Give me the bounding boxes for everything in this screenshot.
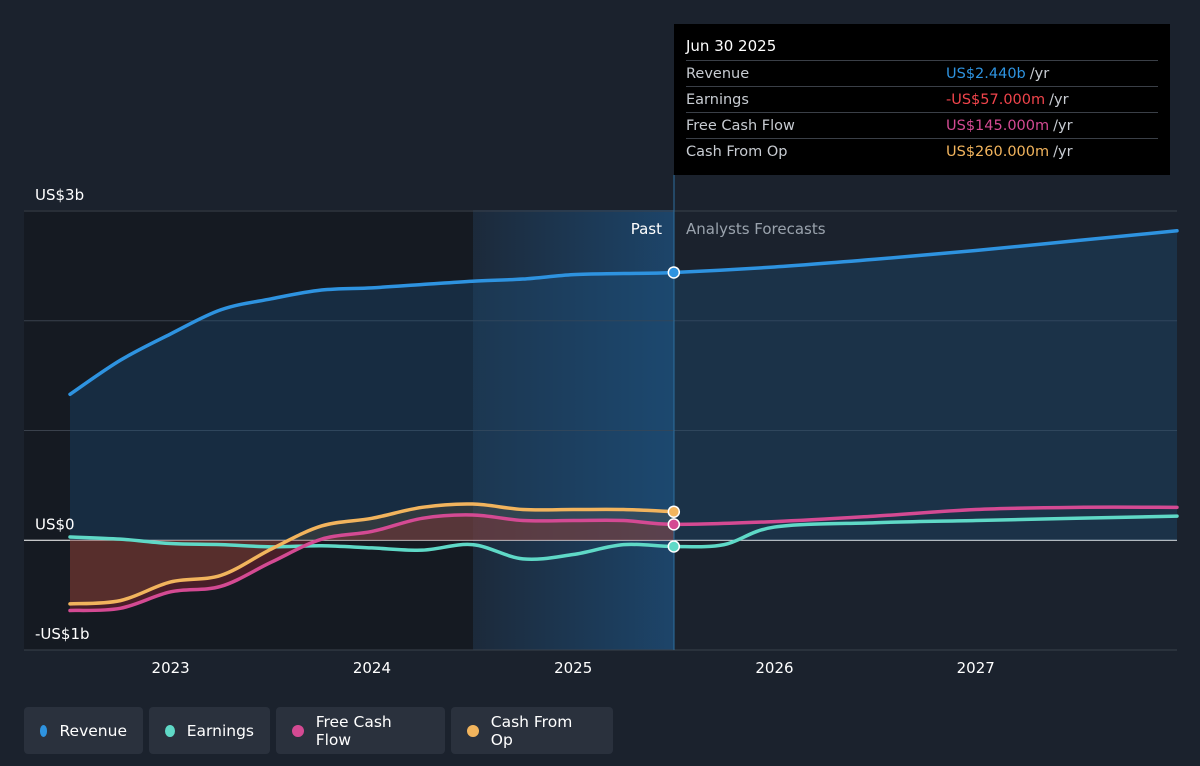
legend-item-free-cash-flow[interactable]: Free Cash Flow — [276, 707, 445, 754]
legend-dot-icon — [40, 724, 48, 737]
tooltip-unit: /yr — [1049, 91, 1069, 108]
revenue-line — [68, 229, 1179, 397]
revenue-marker — [667, 266, 681, 279]
grid-lines — [24, 210, 1177, 651]
tooltip-label: Free Cash Flow — [686, 117, 795, 134]
legend-label: Free Cash Flow — [315, 712, 392, 749]
cash-from-op-marker — [667, 505, 681, 518]
tooltip-row-free-cash-flow: Free Cash Flow US$145.000m /yr — [686, 112, 1158, 138]
x-tick-label: 2025 — [554, 659, 592, 677]
forecast-label: Analysts Forecasts — [686, 220, 826, 238]
earnings-line — [68, 514, 1179, 562]
legend-item-cash-from-op[interactable]: Cash From Op — [451, 707, 613, 754]
earnings-marker — [667, 540, 681, 553]
tooltip-value: -US$57.000m — [946, 91, 1046, 108]
legend-label: Cash From Op — [490, 712, 573, 749]
x-axis-labels: 2023 2024 2025 2026 2027 — [152, 659, 995, 677]
series-lines — [68, 229, 1179, 613]
series-areas — [70, 230, 1177, 611]
tooltip-row-revenue: Revenue US$2.440b /yr — [686, 60, 1158, 86]
tooltip-panel: Jun 30 2025 Revenue US$2.440b /yr Earnin… — [674, 24, 1170, 175]
tooltip-value: US$145.000m — [946, 117, 1050, 134]
revenue-area — [70, 230, 1177, 541]
legend-label: Revenue — [59, 721, 127, 740]
tooltip-label: Cash From Op — [686, 143, 788, 160]
legend-dot-icon — [292, 724, 304, 737]
y-tick-label: -US$1b — [35, 625, 90, 643]
legend-item-earnings[interactable]: Earnings — [149, 707, 270, 754]
tooltip-unit: /yr — [1029, 65, 1050, 82]
y-tick-label: US$0 — [35, 515, 75, 533]
y-tick-label: US$3b — [35, 186, 84, 204]
past-label: Past — [631, 220, 662, 238]
free-cash-flow-line — [68, 505, 1179, 613]
tooltip-unit: /yr — [1053, 117, 1073, 134]
series-markers — [667, 266, 681, 553]
legend: Revenue Earnings Free Cash Flow Cash Fro… — [24, 707, 613, 754]
tooltip-date: Jun 30 2025 — [686, 37, 777, 55]
cash-from-op-line — [68, 502, 676, 606]
x-tick-label: 2023 — [152, 659, 190, 677]
tooltip-row-earnings: Earnings -US$57.000m /yr — [686, 86, 1158, 112]
tooltip-value: US$2.440b — [946, 65, 1026, 82]
tooltip-label: Revenue — [686, 65, 750, 82]
legend-item-revenue[interactable]: Revenue — [24, 707, 143, 754]
tooltip-row-cash-from-op: Cash From Op US$260.000m /yr — [686, 138, 1158, 164]
y-axis-labels: US$3b US$0 -US$1b — [35, 186, 90, 643]
x-tick-label: 2027 — [957, 659, 995, 677]
x-tick-label: 2026 — [755, 659, 793, 677]
legend-label: Earnings — [186, 721, 254, 740]
cash-from-op-area — [70, 503, 674, 604]
tooltip-label: Earnings — [686, 91, 749, 108]
tooltip-unit: /yr — [1053, 143, 1073, 160]
free-cash-flow-area — [70, 514, 674, 611]
x-tick-label: 2024 — [353, 659, 391, 677]
legend-dot-icon — [467, 724, 479, 737]
free-cash-flow-marker — [667, 518, 681, 531]
legend-dot-icon — [165, 724, 175, 737]
tooltip-value: US$260.000m — [946, 143, 1050, 160]
